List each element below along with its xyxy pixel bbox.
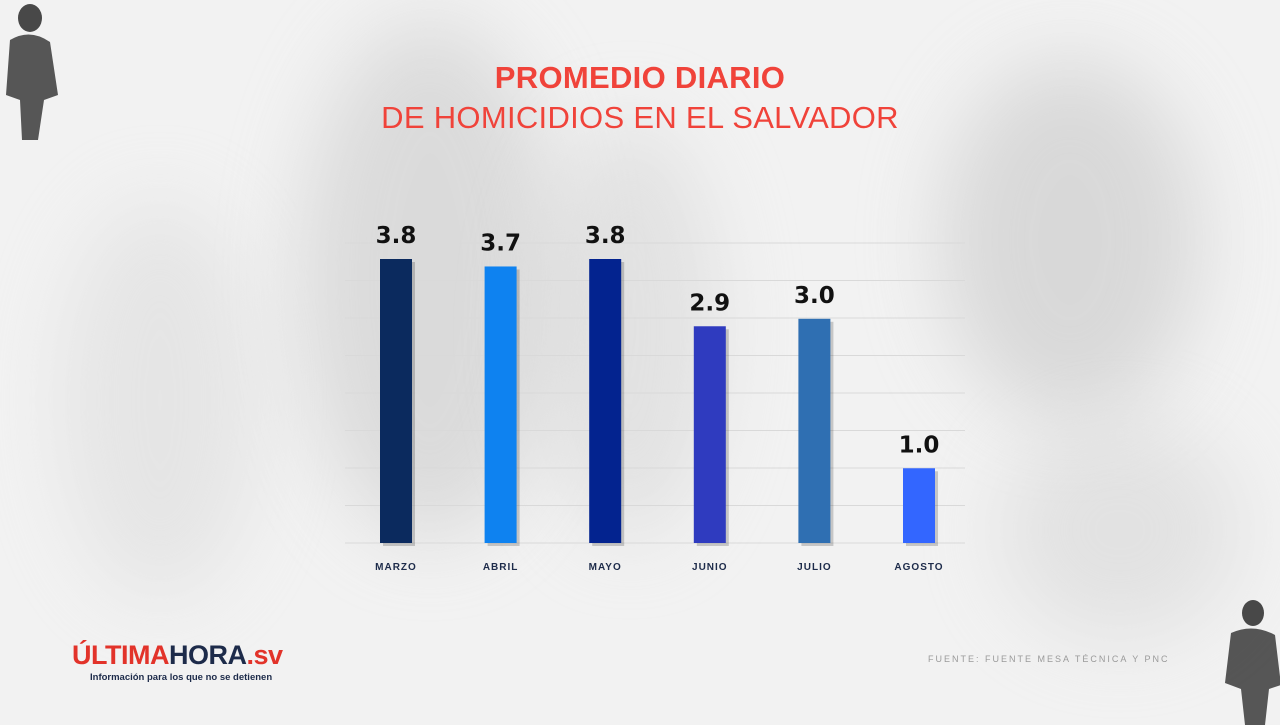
brand-part-1: ÚLTIMA: [72, 640, 169, 670]
silhouette-top-left-icon: [6, 4, 58, 140]
bar-junio: [693, 326, 726, 543]
bar-marzo: [380, 259, 412, 543]
brand-part-3: .sv: [246, 640, 283, 670]
bar-mayo: [589, 259, 622, 543]
x-label-julio: JULIO: [797, 562, 831, 573]
value-label-mayo: 3.8: [585, 223, 626, 249]
value-label-junio: 2.9: [689, 290, 730, 316]
brand-logo: ÚLTIMAHORA.sv Información para los que n…: [72, 640, 283, 683]
bar-agosto: [903, 468, 935, 543]
x-label-mayo: MAYO: [589, 562, 622, 573]
title-line-2: DE HOMICIDIOS EN EL SALVADOR: [381, 100, 899, 135]
source-note: FUENTE: FUENTE MESA TÉCNICA Y PNC: [928, 654, 1170, 664]
value-label-marzo: 3.8: [376, 223, 417, 249]
chart-value-labels: 3.8 3.7 3.8 2.9 3.0 1.0: [376, 223, 940, 458]
x-label-junio: JUNIO: [692, 562, 728, 573]
x-label-abril: ABRIL: [483, 562, 519, 573]
brand-part-2: HORA: [168, 640, 247, 670]
bar-julio: [798, 318, 831, 543]
value-label-agosto: 1.0: [899, 432, 940, 458]
chart-x-labels: MARZO ABRIL MAYO JUNIO JULIO AGOSTO: [375, 562, 943, 573]
x-label-agosto: AGOSTO: [894, 562, 943, 573]
title-line-1: PROMEDIO DIARIO: [494, 60, 786, 95]
bar-abril: [484, 266, 517, 543]
value-label-julio: 3.0: [794, 283, 835, 309]
value-label-abril: 3.7: [480, 230, 521, 256]
chart-bars: [380, 259, 938, 546]
silhouette-bottom-right-icon: [1225, 600, 1280, 725]
x-label-marzo: MARZO: [375, 562, 417, 573]
chart-title: PROMEDIO DIARIO DE HOMICIDIOS EN EL SALV…: [0, 58, 1280, 138]
chart-grid: [345, 242, 965, 544]
brand-tagline: Información para los que no se detienen: [90, 672, 273, 683]
